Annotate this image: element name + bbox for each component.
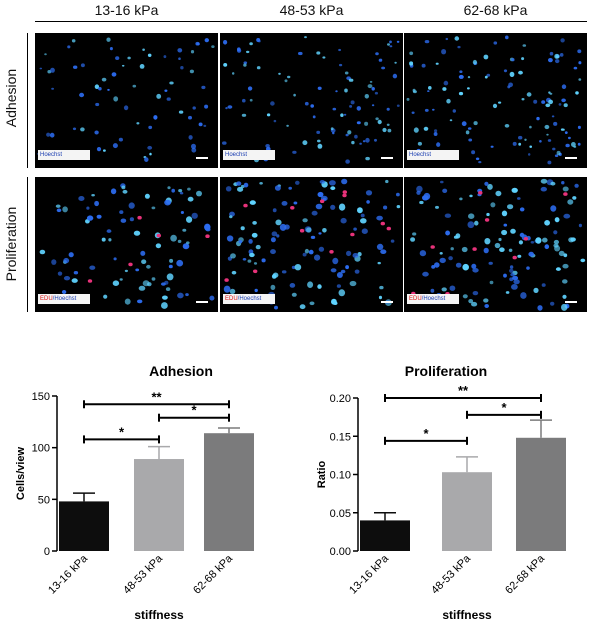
y-tick-label: 0.05 [330,508,351,520]
bar-2 [134,459,184,551]
stain-label-hoechst: Hoechst [40,152,63,158]
column-title-3: 62-68 kPa [463,2,528,18]
stain-label: EDU/Hoechst [223,294,275,304]
x-tick-label: 48-53 kPa [121,552,166,597]
significance-label: * [423,426,429,441]
proliferation-bar-chart: Proliferation Ratio 0.00 0.05 0.10 0.15 0.20 13… [316,363,566,622]
scale-bar [196,301,208,303]
bar-3 [204,433,254,551]
y-axis-label: Ratio [316,460,328,488]
header-divider [35,21,587,22]
row-label-proliferation: Proliferation [3,206,19,282]
x-axis-label: stiffness [134,608,184,622]
stain-label: Hoechst [407,150,459,160]
stain-label-hoechst: Hoechst [225,152,248,158]
x-tick-label: 62-68 kPa [191,552,236,597]
chart-title: Proliferation [405,363,487,379]
x-tick-label: 62-68 kPa [503,552,548,597]
stain-label: Hoechst [223,150,275,160]
micrograph-adhesion-2: Hoechst [220,33,403,168]
bar-2 [442,472,492,551]
stain-label-hoechst: /Hoechst [237,296,262,302]
micrograph-adhesion-3: Hoechst [404,33,587,168]
micrograph-proliferation-3: EDU/Hoechst [404,177,587,312]
scale-bar [196,157,208,159]
micrograph-adhesion-1: Hoechst [35,33,218,168]
x-tick-label: 13-16 kPa [46,552,91,597]
scale-bar [565,301,577,303]
stain-label: EDU/Hoechst [38,294,90,304]
significance-label: * [119,424,125,439]
micrograph-proliferation-1: EDU/Hoechst [35,177,218,312]
x-tick-label: 48-53 kPa [429,552,474,597]
y-tick-label: 0.20 [330,393,351,405]
chart-title: Adhesion [149,363,213,379]
x-axis-label: stiffness [442,608,492,622]
bar-1 [360,520,410,551]
y-tick-label: 0.10 [330,470,351,482]
stain-label-hoechst: /Hoechst [52,296,77,302]
y-tick-label: 150 [32,391,50,403]
significance-label: ** [151,389,162,404]
y-tick-label: 100 [32,443,50,455]
y-axis-label: Cells/view [15,446,27,500]
column-title-1: 13-16 kPa [94,2,159,18]
scale-bar [381,157,393,159]
y-tick-label: 0 [44,546,50,558]
stain-label-edu: EDU [40,296,53,302]
x-tick-label: 13-16 kPa [347,552,392,597]
stain-label-edu: EDU [225,296,238,302]
stain-label: EDU/Hoechst [407,294,459,304]
scale-bar [381,301,393,303]
significance-label: * [501,400,507,415]
scale-bar [565,157,577,159]
stain-label: Hoechst [38,150,90,160]
y-tick-label: 0.15 [330,431,351,443]
stain-label-hoechst: /Hoechst [421,296,446,302]
bar-3 [516,437,566,551]
y-tick-label: 0.00 [330,546,351,558]
adhesion-bar-chart: Adhesion Cells/view 0 50 100 150 13-16 kPa 48-5… [15,363,254,622]
row-label-adhesion: Adhesion [3,68,19,128]
micrograph-proliferation-2: EDU/Hoechst [220,177,403,312]
stain-label-hoechst: Hoechst [409,152,432,158]
y-tick-label: 50 [38,494,50,506]
column-title-2: 48-53 kPa [279,2,344,18]
row-divider-adhesion [27,33,28,168]
stain-label-edu: EDU [409,296,422,302]
significance-label: * [191,403,197,418]
row-divider-proliferation [27,177,28,312]
significance-label: ** [458,383,469,398]
bar-1 [59,501,109,551]
